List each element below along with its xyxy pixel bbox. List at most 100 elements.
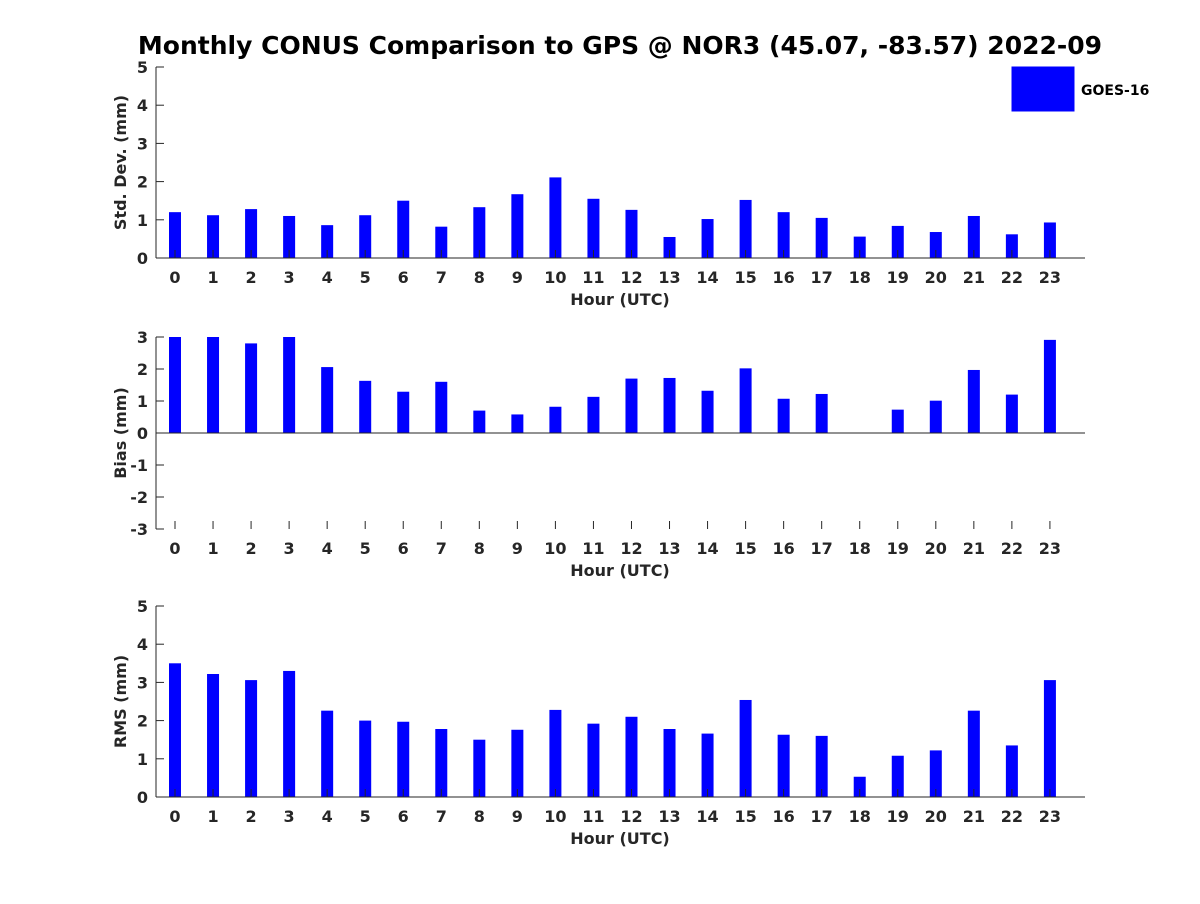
panel-1-xtick-label: 17: [811, 268, 833, 287]
panel-3-ytick-label: 1: [137, 750, 148, 769]
legend: GOES-16: [1011, 66, 1149, 112]
panel-2-bar-15: [739, 368, 752, 433]
panel-2-bar-7: [435, 381, 448, 433]
legend-swatch: [1011, 66, 1075, 112]
panel-2-ytick-label: -2: [130, 488, 148, 507]
panel-2-xtick-label: 13: [658, 539, 680, 558]
panel-3-ytick-label: 0: [137, 788, 148, 807]
panel-1-bar-10: [549, 177, 562, 258]
panel-3-bar-1: [207, 673, 220, 797]
panel-3-bar-5: [359, 720, 372, 797]
panel-1-bar-22: [1005, 234, 1018, 258]
panel-2-xtick-label: 18: [849, 539, 871, 558]
panel-2-bar-11: [587, 396, 600, 433]
panel-3-bar-4: [321, 710, 334, 797]
panel-1-bar-20: [929, 232, 942, 258]
panel-3-bar-3: [283, 670, 296, 797]
panel-1-bar-0: [169, 212, 181, 258]
panel-2-xtick-label: 1: [207, 539, 218, 558]
panel-2-bar-9: [511, 414, 524, 433]
panel-2-bar-17: [815, 393, 828, 433]
panel-1-ytick-label: 2: [137, 173, 148, 192]
panel-1-bar-2: [245, 209, 258, 258]
panel-1-bar-19: [891, 225, 904, 258]
panel-2-xtick-label: 8: [474, 539, 485, 558]
panel-1-bar-11: [587, 198, 600, 258]
panel-3-xtick-label: 0: [169, 807, 180, 826]
panel-1-bar-12: [625, 209, 638, 258]
panel-3-bar-2: [245, 680, 258, 797]
panel-2-xtick-label: 3: [284, 539, 295, 558]
panel-3-xtick-label: 21: [963, 807, 985, 826]
panel-2-xtick-label: 0: [169, 539, 180, 558]
panel-2-xtick-label: 10: [544, 539, 566, 558]
panel-2-ytick-label: 0: [137, 424, 148, 443]
panel-3-xtick-label: 17: [811, 807, 833, 826]
panel-3-xtick-label: 11: [582, 807, 604, 826]
panel-2-xtick-label: 6: [398, 539, 409, 558]
panel-2-xtick-label: 4: [322, 539, 333, 558]
panel-3-bar-15: [739, 699, 752, 797]
panel-1-bar-4: [321, 225, 334, 258]
panel-3-bar-14: [701, 733, 714, 797]
panel-2-ytick-label: 2: [137, 360, 148, 379]
panel-1-bar-21: [967, 215, 980, 258]
panel-2-bar-2: [245, 343, 258, 433]
panel-3-xtick-label: 20: [925, 807, 947, 826]
panel-2-bar-19: [891, 409, 904, 433]
panel-1-bar-6: [397, 200, 410, 258]
panel-2-xtick-label: 21: [963, 539, 985, 558]
panel-1-bar-14: [701, 219, 714, 258]
panel-1-xtick-label: 23: [1039, 268, 1061, 287]
panel-2-bar-0: [169, 337, 181, 433]
panel-1-xtick-label: 2: [246, 268, 257, 287]
panel-3-ytick-label: 4: [137, 635, 148, 654]
panel-3-ytick-label: 2: [137, 712, 148, 731]
panel-1-bar-1: [207, 215, 220, 258]
panel-1-bar-18: [853, 236, 866, 258]
panel-2-xtick-label: 23: [1039, 539, 1061, 558]
panel-2-bar-3: [283, 337, 296, 433]
panel-2-ylabel: Bias (mm): [111, 387, 130, 479]
panel-2-xtick-label: 11: [582, 539, 604, 558]
panel-3-bar-23: [1043, 680, 1056, 797]
panel-3-xtick-label: 12: [620, 807, 642, 826]
panel-2-bar-10: [549, 406, 562, 433]
panel-3-bar-6: [397, 721, 410, 797]
panel-2-xtick-label: 15: [734, 539, 756, 558]
panel-1-xtick-label: 7: [436, 268, 447, 287]
panel-1-bar-8: [473, 207, 486, 258]
panel-1-xtick-label: 8: [474, 268, 485, 287]
panel-2-ytick-label: 1: [137, 392, 148, 411]
panel-3-xtick-label: 15: [734, 807, 756, 826]
panel-2-xtick-label: 12: [620, 539, 642, 558]
panel-2-bar-22: [1005, 394, 1018, 433]
panel-3-xtick-label: 5: [360, 807, 371, 826]
panel-3-ytick-label: 3: [137, 673, 148, 692]
panel-1-bar-15: [739, 199, 752, 258]
panel-3-xtick-label: 14: [696, 807, 718, 826]
panel-3-ylabel: RMS (mm): [111, 655, 130, 748]
panel-1-xtick-label: 4: [322, 268, 333, 287]
panel-2-bar-12: [625, 378, 638, 433]
panel-2-xtick-label: 2: [246, 539, 257, 558]
panel-1-xtick-label: 9: [512, 268, 523, 287]
panel-3-ytick-label: 5: [137, 597, 148, 616]
panel-3-bar-22: [1005, 745, 1018, 797]
panel-2-ytick-label: -3: [130, 520, 148, 539]
panel-3-bar-8: [473, 739, 486, 797]
panel-1-xlabel: Hour (UTC): [570, 290, 670, 309]
panel-1-xtick-label: 15: [734, 268, 756, 287]
panel-3-bar-13: [663, 729, 676, 797]
panel-1-ytick-label: 1: [137, 211, 148, 230]
panel-2-bar-20: [929, 400, 942, 433]
panel-1-ytick-label: 5: [137, 58, 148, 77]
panel-3-xtick-label: 2: [246, 807, 257, 826]
panel-3-bar-10: [549, 709, 562, 797]
panel-1-xtick-label: 19: [887, 268, 909, 287]
panel-3-bar-21: [967, 710, 980, 797]
panel-3-bar-17: [815, 735, 828, 797]
panel-1-xtick-label: 18: [849, 268, 871, 287]
